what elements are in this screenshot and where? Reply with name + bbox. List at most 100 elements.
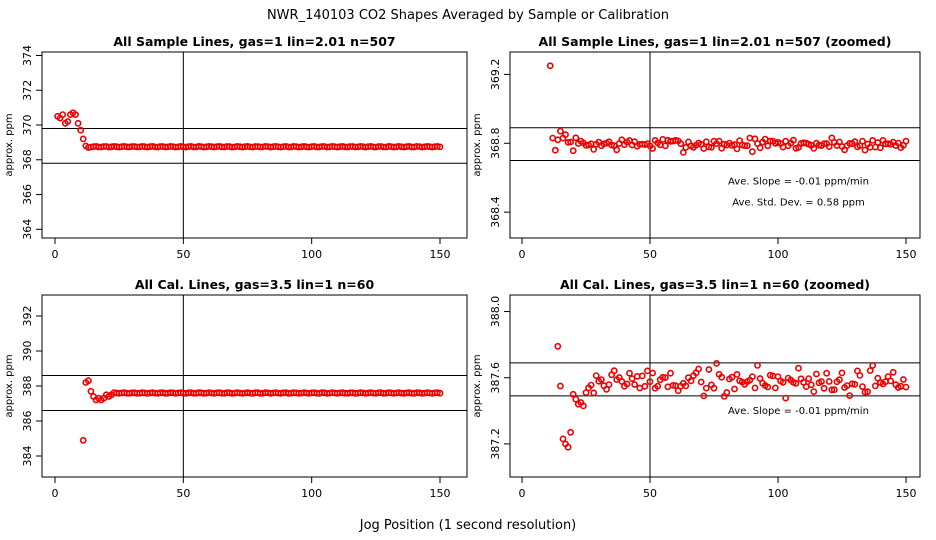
- data-point: [551, 146, 559, 154]
- data-point: [805, 375, 813, 382]
- x-tick-label: 0: [52, 487, 59, 500]
- y-tick-label: 364: [21, 219, 34, 240]
- data-point: [572, 134, 580, 142]
- y-tick-label: 370: [21, 115, 34, 136]
- data-point: [723, 389, 731, 396]
- data-point: [749, 148, 756, 156]
- data-point: [79, 135, 87, 143]
- data-point: [667, 369, 674, 377]
- data-point: [715, 137, 723, 145]
- y-axis-label: approx. ppm: [472, 113, 483, 176]
- data-point: [810, 144, 818, 152]
- plot-frame: [41, 294, 468, 478]
- data-point: [810, 388, 818, 395]
- data-point: [764, 383, 772, 391]
- data-point: [79, 436, 87, 444]
- data-point: [749, 373, 756, 380]
- data-point: [859, 383, 866, 390]
- data-point: [654, 382, 662, 390]
- y-axis-label: approx. ppm: [4, 354, 15, 417]
- data-point: [697, 378, 705, 386]
- data-point: [877, 144, 884, 152]
- data-point: [866, 367, 874, 374]
- x-tick-label: 50: [176, 248, 190, 261]
- data-point: [677, 140, 685, 147]
- data-point: [751, 384, 759, 392]
- data-point: [900, 376, 907, 383]
- y-tick-label: 388.0: [489, 296, 502, 328]
- panel-title: All Cal. Lines, gas=3.5 lin=1 n=60: [135, 277, 375, 292]
- data-point: [820, 140, 828, 147]
- data-point: [823, 369, 830, 377]
- data-point: [864, 388, 871, 396]
- x-tick-label: 50: [643, 487, 657, 500]
- data-point: [861, 146, 869, 154]
- data-point: [618, 136, 626, 144]
- data-point: [77, 126, 85, 134]
- data-point: [825, 143, 833, 150]
- panel-sample-lines: All Sample Lines, gas=1 lin=2.01 n=507 ap…: [4, 34, 468, 261]
- data-point: [74, 119, 82, 127]
- y-tick-label: 387.2: [489, 428, 502, 460]
- data-point: [731, 385, 738, 393]
- data-point: [889, 368, 897, 376]
- data-point: [825, 378, 833, 385]
- data-point: [646, 378, 654, 386]
- data-point: [871, 382, 879, 390]
- data-point: [728, 373, 736, 381]
- data-point: [605, 381, 613, 388]
- x-tick-label: 0: [519, 487, 526, 500]
- data-point: [626, 369, 633, 377]
- data-point: [887, 377, 894, 385]
- data-point: [902, 383, 910, 391]
- data-point: [649, 369, 656, 377]
- x-tick-label: 50: [176, 487, 190, 500]
- annotation-text: Ave. Slope = -0.01 ppm/min: [728, 177, 869, 188]
- y-tick-label: 368: [21, 149, 34, 170]
- data-point: [87, 387, 95, 395]
- data-point: [590, 145, 598, 153]
- data-point: [659, 373, 667, 381]
- data-point: [856, 371, 864, 379]
- data-point: [572, 395, 580, 403]
- data-point: [59, 111, 67, 118]
- y-tick-label: 374: [21, 45, 34, 66]
- data-point: [710, 384, 718, 392]
- x-tick-label: 100: [301, 248, 322, 261]
- data-point: [546, 62, 554, 70]
- data-point: [623, 380, 631, 388]
- data-point: [779, 378, 787, 386]
- data-point: [618, 377, 626, 385]
- data-point: [662, 142, 669, 150]
- data-point: [567, 428, 574, 436]
- x-tick-label: 0: [519, 248, 526, 261]
- data-point: [598, 376, 605, 383]
- data-point: [554, 342, 562, 350]
- y-tick-label: 372: [21, 80, 34, 101]
- x-tick-label: 150: [430, 248, 451, 261]
- x-tick-label: 150: [896, 248, 917, 261]
- y-tick-label: 388: [21, 376, 34, 397]
- data-point: [72, 111, 79, 118]
- data-point: [638, 372, 646, 380]
- data-point: [695, 365, 702, 373]
- x-tick-label: 150: [430, 487, 451, 500]
- data-point: [590, 389, 598, 397]
- data-point: [436, 389, 444, 397]
- figure-x-axis-label: Jog Position (1 second resolution): [359, 518, 577, 533]
- data-point: [851, 138, 859, 146]
- panel-cal-lines: All Cal. Lines, gas=3.5 lin=1 n=60 approx…: [4, 277, 468, 500]
- data-point: [733, 370, 741, 378]
- y-tick-label: 392: [21, 306, 34, 327]
- data-point: [436, 143, 444, 151]
- data-point: [682, 382, 690, 390]
- data-point: [679, 148, 687, 156]
- annotation-text: Ave. Std. Dev. = 0.58 ppm: [732, 197, 864, 208]
- annotation-text: Ave. Slope = -0.01 ppm/min: [728, 406, 869, 417]
- data-point: [569, 147, 577, 155]
- data-point: [613, 146, 621, 154]
- data-point: [700, 392, 708, 400]
- data-point: [64, 118, 72, 125]
- data-point: [820, 384, 828, 392]
